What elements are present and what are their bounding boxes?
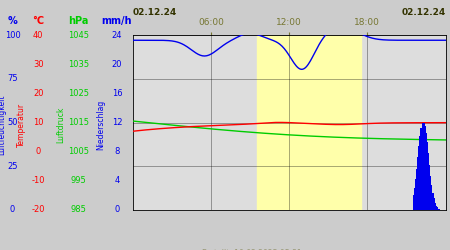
- Bar: [419, 136, 422, 210]
- Text: 0: 0: [114, 206, 120, 214]
- Text: 1005: 1005: [68, 147, 89, 156]
- Text: 10: 10: [33, 118, 44, 127]
- Text: -20: -20: [32, 206, 45, 214]
- Text: -10: -10: [32, 176, 45, 185]
- Text: 24: 24: [112, 30, 122, 40]
- Text: 4: 4: [114, 176, 120, 185]
- Text: %: %: [8, 16, 18, 26]
- Text: Erstellt: 10.02.2025 05:31: Erstellt: 10.02.2025 05:31: [202, 248, 302, 250]
- Text: 50: 50: [7, 118, 18, 127]
- Bar: [438, 209, 440, 210]
- Bar: [429, 176, 432, 210]
- Text: 1025: 1025: [68, 89, 89, 98]
- Bar: [416, 169, 418, 210]
- Text: 1045: 1045: [68, 30, 89, 40]
- Text: 0: 0: [10, 206, 15, 214]
- Bar: [424, 126, 426, 210]
- Text: 20: 20: [112, 60, 122, 69]
- Text: 1015: 1015: [68, 118, 89, 127]
- Text: 16: 16: [112, 89, 122, 98]
- Bar: [425, 133, 427, 210]
- Text: Luftfeuchtigkeit: Luftfeuchtigkeit: [0, 95, 7, 155]
- Text: Temperatur: Temperatur: [17, 103, 26, 147]
- Bar: [422, 124, 424, 210]
- Text: 995: 995: [71, 176, 86, 185]
- Bar: [414, 188, 416, 210]
- Bar: [427, 154, 429, 210]
- Text: Luftdruck: Luftdruck: [56, 107, 65, 143]
- Text: 02.12.24: 02.12.24: [133, 8, 177, 18]
- Bar: [435, 206, 437, 210]
- Text: Niederschlag: Niederschlag: [97, 100, 106, 150]
- Text: 02.12.24: 02.12.24: [401, 8, 446, 18]
- Bar: [417, 158, 419, 210]
- Text: °C: °C: [32, 16, 44, 26]
- Bar: [413, 195, 415, 210]
- Bar: [432, 198, 435, 210]
- Bar: [433, 203, 436, 210]
- Text: 0: 0: [36, 147, 41, 156]
- Text: 25: 25: [7, 162, 18, 171]
- Bar: [415, 179, 417, 210]
- Text: 985: 985: [71, 206, 87, 214]
- Bar: [426, 142, 428, 210]
- Text: 20: 20: [33, 89, 44, 98]
- Text: mm/h: mm/h: [102, 16, 132, 26]
- Bar: [418, 146, 420, 210]
- Bar: [430, 185, 432, 210]
- Text: 8: 8: [114, 147, 120, 156]
- Text: 75: 75: [7, 74, 18, 83]
- Bar: [437, 208, 439, 210]
- Bar: [436, 208, 438, 210]
- Bar: [428, 165, 430, 210]
- Bar: [432, 193, 433, 210]
- Bar: [256, 35, 361, 210]
- Text: 1035: 1035: [68, 60, 89, 69]
- Text: 30: 30: [33, 60, 44, 69]
- Text: hPa: hPa: [68, 16, 89, 26]
- Text: 12: 12: [112, 118, 122, 127]
- Bar: [420, 128, 423, 210]
- Text: 100: 100: [4, 30, 21, 40]
- Bar: [423, 123, 425, 210]
- Text: 40: 40: [33, 30, 44, 40]
